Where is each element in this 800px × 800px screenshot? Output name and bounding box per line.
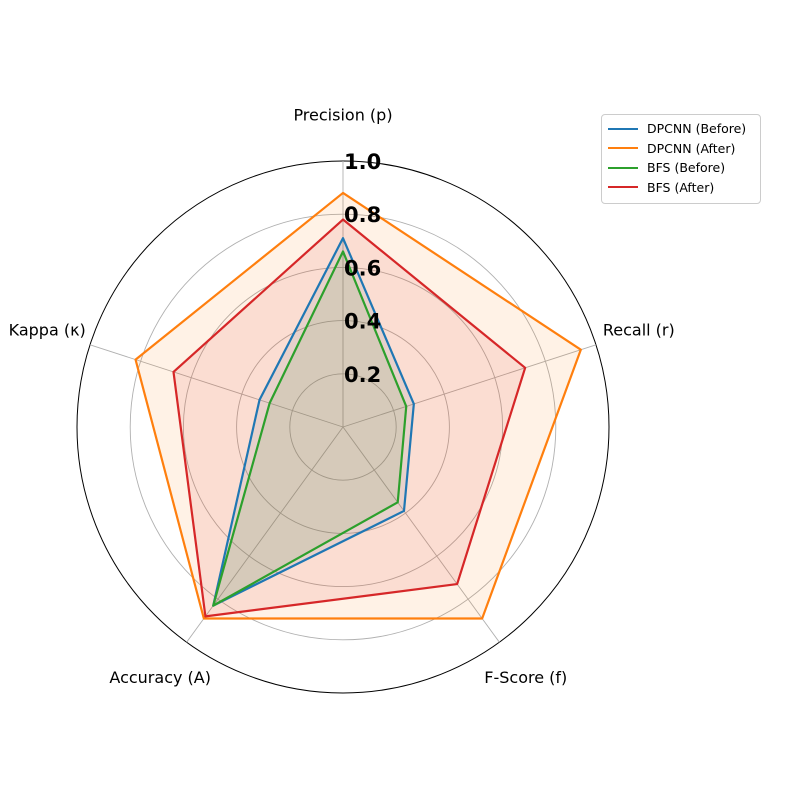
legend-item: DPCNN (Before) bbox=[608, 119, 760, 139]
axis-label: Kappa (κ) bbox=[9, 320, 86, 339]
series-fill bbox=[173, 219, 526, 617]
series-fill bbox=[213, 238, 414, 606]
radar-grid bbox=[76, 160, 610, 694]
legend-swatch bbox=[608, 166, 638, 169]
radial-tick-label: 0.8 bbox=[344, 203, 381, 227]
series-line bbox=[212, 250, 408, 607]
series-lines bbox=[134, 191, 582, 620]
axis-spoke bbox=[89, 344, 344, 428]
legend-item: BFS (Before) bbox=[608, 158, 760, 178]
radial-tick-label: 1.0 bbox=[344, 150, 381, 174]
radial-tick-labels: 0.2 0.4 0.6 0.8 1.0 bbox=[344, 150, 381, 387]
series-fill bbox=[213, 251, 407, 606]
series-fills bbox=[135, 192, 581, 619]
axis-labels: Precision (p) Recall (r) F-Score (f) Accura… bbox=[9, 106, 675, 688]
axis-label: Accuracy (A) bbox=[109, 668, 211, 687]
axis-label: F-Score (f) bbox=[484, 668, 567, 687]
radial-tick-label: 0.4 bbox=[344, 310, 381, 334]
series-line bbox=[172, 218, 527, 618]
legend-label: BFS (After) bbox=[647, 179, 715, 195]
legend-label: DPCNN (Before) bbox=[647, 121, 747, 137]
legend-label: DPCNN (After) bbox=[647, 140, 736, 156]
legend-label: BFS (Before) bbox=[647, 160, 726, 176]
legend-item: DPCNN (After) bbox=[608, 139, 760, 159]
legend-item: BFS (After) bbox=[608, 178, 760, 198]
radial-tick-label: 0.6 bbox=[344, 256, 381, 280]
legend-swatch bbox=[608, 186, 638, 189]
legend: DPCNN (Before) DPCNN (After) BFS (Before) B… bbox=[601, 114, 761, 204]
series-fill bbox=[135, 192, 581, 619]
axis-label: Recall (r) bbox=[603, 320, 675, 339]
legend-swatch bbox=[608, 147, 638, 150]
axis-spoke bbox=[342, 426, 500, 643]
axis-spoke bbox=[342, 344, 597, 428]
legend-swatch bbox=[608, 127, 638, 130]
axis-label: Precision (p) bbox=[293, 106, 392, 125]
series-line bbox=[134, 191, 582, 620]
series-line bbox=[212, 237, 415, 607]
radial-tick-label: 0.2 bbox=[344, 363, 381, 387]
